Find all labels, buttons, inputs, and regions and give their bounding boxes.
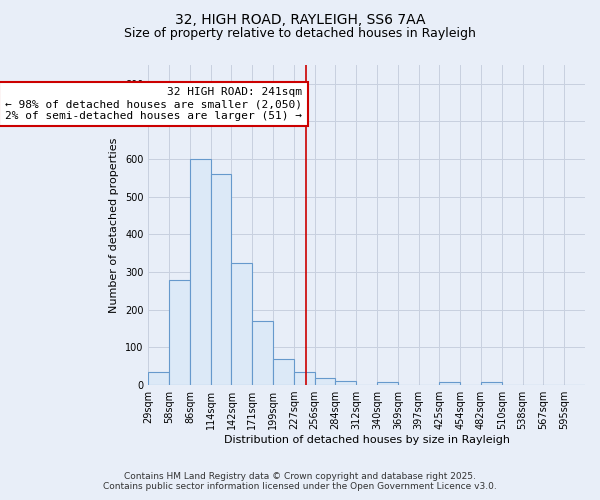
Bar [335,382,356,385]
Bar [294,372,314,385]
Bar [169,280,190,385]
Bar [273,360,294,385]
Bar [314,378,335,385]
Bar [232,262,252,385]
Bar [190,159,211,385]
Text: Contains HM Land Registry data © Crown copyright and database right 2025.: Contains HM Land Registry data © Crown c… [124,472,476,481]
Bar [439,382,460,385]
Text: 32, HIGH ROAD, RAYLEIGH, SS6 7AA: 32, HIGH ROAD, RAYLEIGH, SS6 7AA [175,12,425,26]
Bar [148,372,169,385]
Text: 32 HIGH ROAD: 241sqm
← 98% of detached houses are smaller (2,050)
2% of semi-det: 32 HIGH ROAD: 241sqm ← 98% of detached h… [5,88,302,120]
Y-axis label: Number of detached properties: Number of detached properties [109,138,119,312]
Bar [211,174,232,385]
Text: Contains public sector information licensed under the Open Government Licence v3: Contains public sector information licen… [103,482,497,491]
Text: Size of property relative to detached houses in Rayleigh: Size of property relative to detached ho… [124,28,476,40]
Bar [377,382,398,385]
X-axis label: Distribution of detached houses by size in Rayleigh: Distribution of detached houses by size … [224,435,509,445]
Bar [252,321,273,385]
Bar [481,382,502,385]
